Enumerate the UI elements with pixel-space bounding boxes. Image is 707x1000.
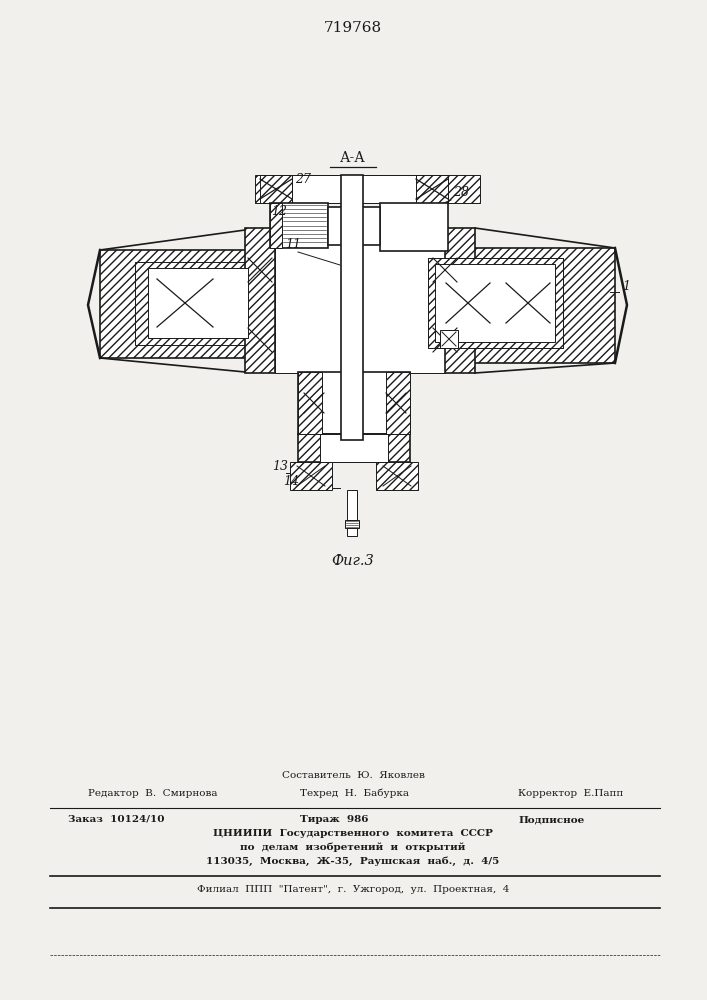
Bar [416,175,448,203]
Bar [100,250,295,358]
Text: Редактор  В.  Смирнова: Редактор В. Смирнова [88,789,218,798]
Text: Составитель  Ю.  Яковлев: Составитель Ю. Яковлев [281,771,424,780]
Bar [290,462,332,490]
Text: по  делам  изобретений  и  открытий: по делам изобретений и открытий [240,842,466,852]
Bar [255,175,480,203]
Text: 11: 11 [285,238,301,251]
Text: 12: 12 [271,205,287,218]
Bar [328,207,380,245]
Text: 1: 1 [622,280,630,293]
Bar [298,372,322,434]
Bar [440,330,458,348]
Text: 13: 13 [272,460,288,473]
Bar [245,228,275,373]
Bar [380,203,448,251]
Text: А-А: А-А [340,151,366,165]
Text: 28: 28 [453,186,469,199]
Bar [270,203,282,248]
Text: Фиг.3: Фиг.3 [332,554,375,568]
Bar [148,268,248,338]
Bar [345,520,359,528]
Bar [445,228,475,373]
Bar [298,434,410,462]
Text: Подписное: Подписное [518,815,584,824]
Bar [135,262,255,345]
Text: 113035,  Москва,  Ж-35,  Раушская  наб.,  д.  4/5: 113035, Москва, Ж-35, Раушская наб., д. … [206,856,500,866]
Text: 719768: 719768 [324,21,382,35]
Bar [347,490,357,520]
Text: ЦНИИПИ  Государственного  комитета  СССР: ЦНИИПИ Государственного комитета СССР [213,829,493,838]
Text: 27: 27 [295,173,311,186]
Bar [275,228,360,373]
Text: Техред  Н.  Бабурка: Техред Н. Бабурка [300,788,409,798]
Bar [386,372,410,434]
Text: Корректор  Е.Папп: Корректор Е.Папп [518,789,624,798]
Bar [298,372,410,434]
Bar [320,434,388,462]
Bar [260,175,292,203]
Bar [292,175,416,203]
Bar [428,258,563,348]
Bar [428,258,563,348]
Bar [415,248,615,363]
Text: Заказ  10124/10: Заказ 10124/10 [68,815,165,824]
Bar [347,528,357,536]
Text: Филиал  ППП  "Патент",  г.  Ужгород,  ул.  Проектная,  4: Филиал ППП "Патент", г. Ужгород, ул. Про… [197,885,509,894]
Text: 14: 14 [283,475,299,488]
Bar [341,175,363,440]
Bar [376,462,418,490]
Bar [360,228,445,373]
Bar [435,264,555,342]
Text: Тираж  986: Тираж 986 [300,815,368,824]
Bar [270,203,328,248]
